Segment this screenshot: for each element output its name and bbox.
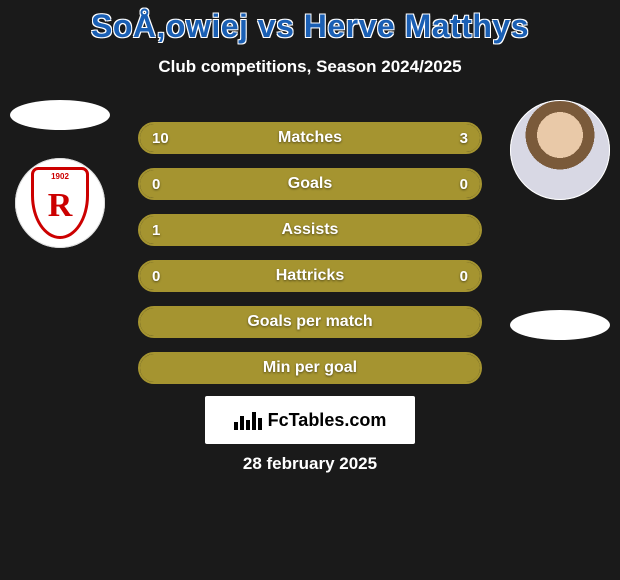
stat-row: Hattricks00 [138,260,482,292]
stat-row: Min per goal [138,352,482,384]
player1-column: R [0,100,120,248]
stat-value-right: 3 [460,124,468,152]
stat-value-left: 0 [152,170,160,198]
stat-bar-left [140,124,402,152]
stat-bar-left [140,308,480,336]
stat-bar-left [140,354,480,382]
stat-value-right: 0 [460,262,468,290]
badge-letter: R [48,189,73,223]
stat-row: Goals00 [138,168,482,200]
stat-bar-left [140,170,310,198]
stat-value-left: 10 [152,124,169,152]
player1-placeholder-ellipse [10,100,110,130]
comparison-date: 28 february 2025 [0,454,620,474]
player2-placeholder-ellipse [510,310,610,340]
stat-row: Assists1 [138,214,482,246]
attribution-badge: FcTables.com [205,396,415,444]
stat-bar-right [310,262,480,290]
stat-value-left: 1 [152,216,160,244]
comparison-title: SoÅ‚owiej vs Herve Matthys [0,0,620,45]
stat-bar-left [140,262,310,290]
stat-value-left: 0 [152,262,160,290]
stat-row: Matches103 [138,122,482,154]
comparison-subtitle: Club competitions, Season 2024/2025 [0,57,620,77]
player2-photo [510,100,610,200]
shield-icon: R [31,167,89,239]
attribution-text: FcTables.com [268,410,387,431]
player2-column [500,100,620,340]
stat-bar-right [402,124,480,152]
stat-row: Goals per match [138,306,482,338]
stats-bars-container: Matches103Goals00Assists1Hattricks00Goal… [138,122,482,398]
bars-icon [234,410,262,430]
player1-club-badge: R [15,158,105,248]
stat-value-right: 0 [460,170,468,198]
stat-bar-left [140,216,480,244]
stat-bar-right [310,170,480,198]
